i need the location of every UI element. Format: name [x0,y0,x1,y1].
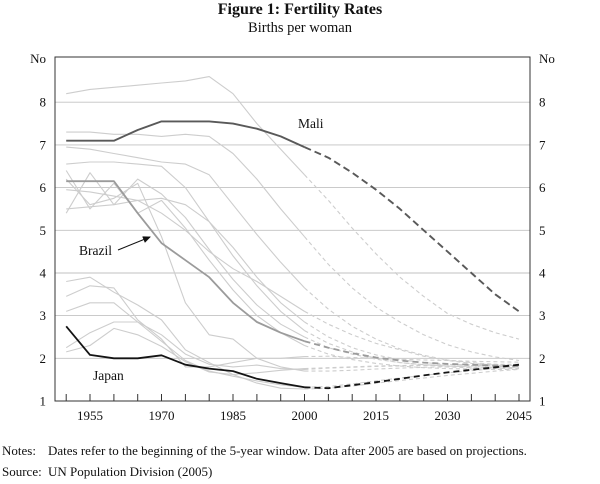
x-tick-label-1985: 1985 [220,408,246,423]
plot-border [54,56,531,402]
figure-title: Figure 1: Fertility Rates [217,1,383,18]
annotation-label-brazil: Brazil [79,243,112,258]
series-bg-4-line [66,161,305,332]
y-tick-label-left-6: 6 [40,180,47,195]
x-tick-label-2045: 2045 [506,408,532,423]
series-bg-1-projection [304,174,520,340]
x-tick-label-1955: 1955 [77,408,103,423]
series-mali-projection [304,146,520,313]
series-bg-3-line [66,146,305,289]
y-tick-label-left-2: 2 [40,351,47,366]
x-tick-label-1970: 1970 [149,408,175,423]
series-bg-7-line [65,170,305,346]
series-bg-2-projection [304,236,520,362]
series-bg-13-line [65,321,305,388]
notes-row: Notes: Dates refer to the beginning of t… [2,440,600,461]
series-bg-8-line [66,197,305,323]
series-bg-11-line [66,276,305,390]
series-mali-line [66,120,305,148]
series-bg-6-projection [304,336,520,369]
notes-label: Notes: [2,443,36,458]
unit-label-left: No [30,51,46,66]
figure-subtitle: Births per woman [248,20,352,36]
figure-notes: Notes: Dates refer to the beginning of t… [2,440,600,482]
y-tick-label-left-4: 4 [40,266,47,281]
y-tick-label-left-8: 8 [40,95,47,110]
series-bg-5-projection [304,310,520,368]
y-tick-label-right-7: 7 [539,137,546,152]
y-tick-label-left-3: 3 [40,308,47,323]
series-japan-line [65,325,305,389]
annotation-label-mali: Mali [298,116,324,131]
unit-label-right: No [539,51,555,66]
series-bg-13-projection [304,366,520,388]
annotation-label-japan: Japan [93,368,124,383]
y-tick-label-left-5: 5 [40,223,47,238]
fertility-chart: 1955 1970 1985 2000 2015 2030 2045 1 1 2 2 3 3 4 4 5 5 6 6… [30,51,555,423]
series-bg-12-line [66,302,305,370]
series-brazil-projection [304,340,520,367]
annotation-arrow-brazil [117,236,151,251]
y-tick-label-right-6: 6 [539,180,546,195]
series-bg-10-projection [304,355,520,363]
notes-text: Dates refer to the beginning of the 5-ye… [48,443,527,458]
y-tick-label-right-8: 8 [539,95,546,110]
x-tick-label-2030: 2030 [435,408,461,423]
y-tick-label-right-4: 4 [539,266,546,281]
source-row: Source: UN Population Division (2005) [2,461,600,482]
y-tick-label-right-5: 5 [539,223,546,238]
series-brazil-line [66,180,305,343]
series-bg-6-line [65,172,305,338]
series-bg-8-projection [304,321,520,368]
x-tick-label-2015: 2015 [363,408,389,423]
series-bg-1-line [66,76,305,176]
source-text: UN Population Division (2005) [48,464,213,479]
y-tick-label-right-1: 1 [539,394,546,409]
y-tick-label-left-7: 7 [40,137,47,152]
series-bg-2-line [66,131,305,238]
series-bg-9-line [65,178,305,372]
series-bg-14-line [66,327,305,376]
x-tick-label-2000: 2000 [292,408,318,423]
y-tick-label-left-1: 1 [40,394,47,409]
series-bg-3-projection [304,287,520,367]
y-tick-label-right-2: 2 [539,351,546,366]
series-bg-11-projection [304,368,520,390]
series-japan-projection [304,363,520,390]
y-tick-label-right-3: 3 [539,308,546,323]
source-label: Source: [2,464,42,479]
